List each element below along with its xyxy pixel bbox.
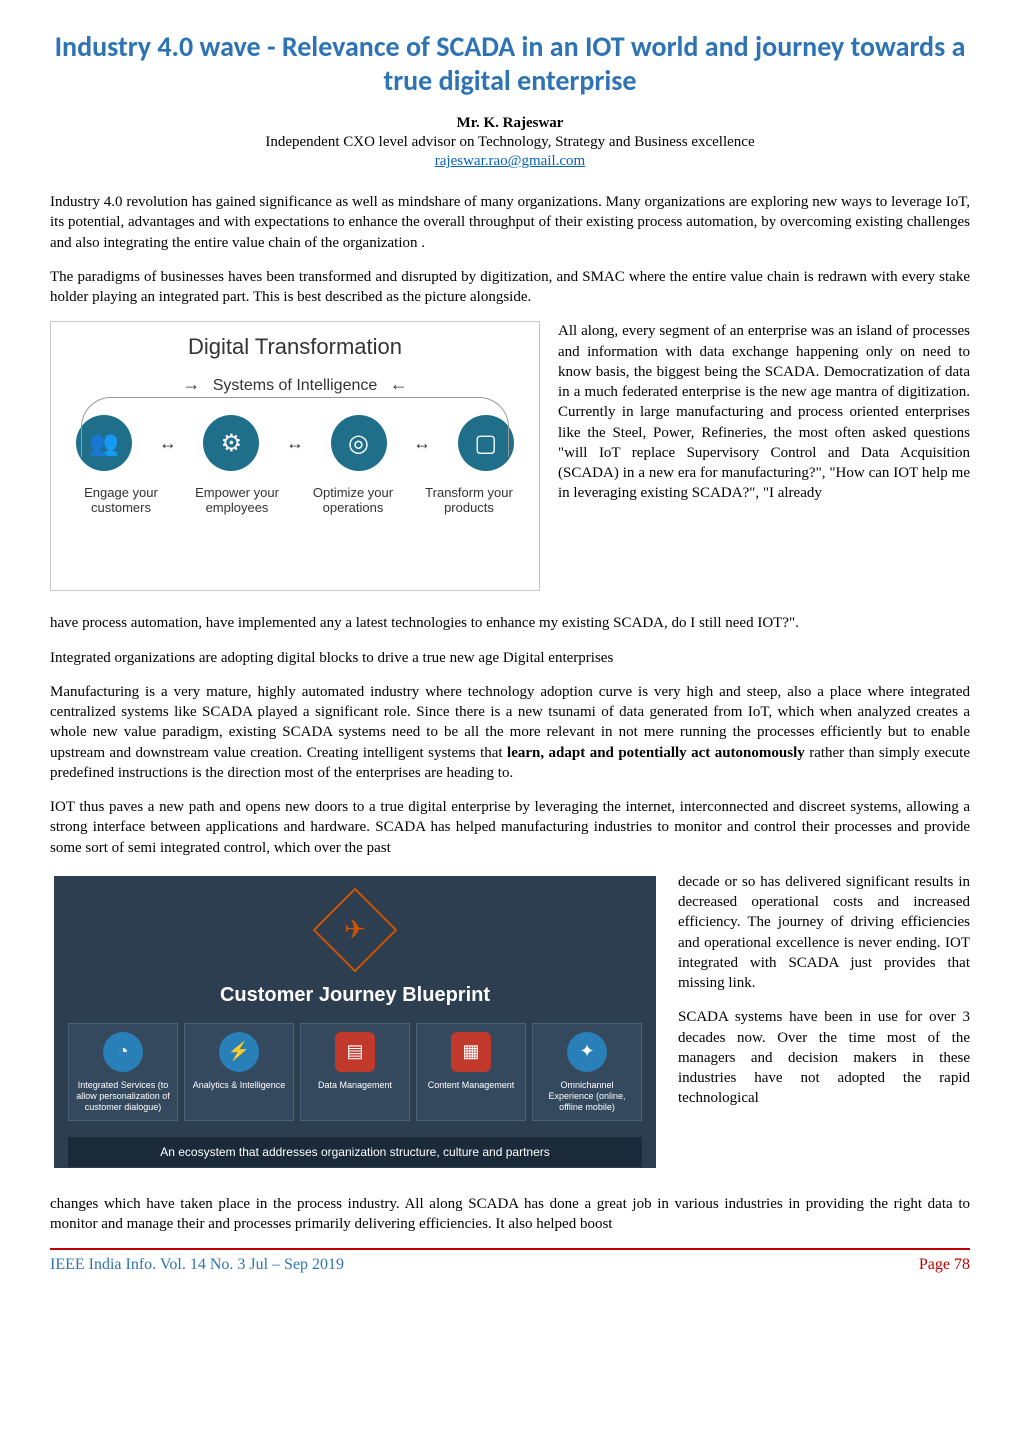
- diagram1-subtitle-text: Systems of Intelligence: [213, 377, 378, 394]
- diagram2-title: Customer Journey Blueprint: [68, 984, 642, 1007]
- diagram1-subtitle: → Systems of Intelligence ←: [63, 374, 527, 395]
- arrow-left-icon: ←: [390, 374, 408, 394]
- diagram1-title: Digital Transformation: [63, 334, 527, 360]
- footer-right: Page 78: [919, 1256, 970, 1274]
- section-diagram1: Digital Transformation → Systems of Inte…: [50, 321, 970, 599]
- diagram2-box-4: ✦ Omnichannel Experience (online, offlin…: [532, 1023, 642, 1121]
- footer-left: IEEE India Info. Vol. 14 No. 3 Jul – Sep…: [50, 1256, 344, 1274]
- author-email[interactable]: rajeswar.rao@gmail.com: [50, 153, 970, 170]
- diagram2-box-4-label: Omnichannel Experience (online, offline …: [537, 1080, 637, 1112]
- diagram2-box-3-label: Content Management: [421, 1080, 521, 1091]
- section-diagram2: ✈ Customer Journey Blueprint ◔ Integrate…: [50, 872, 970, 1180]
- diagram2-box-2-icon: ▤: [335, 1032, 375, 1072]
- diagram1-label-1: Empower your employees: [187, 485, 287, 515]
- diagram2-box-4-icon: ✦: [567, 1032, 607, 1072]
- diagram2-box-row: ◔ Integrated Services (to allow personal…: [68, 1023, 642, 1121]
- diagram2-box-0-label: Integrated Services (to allow personaliz…: [73, 1080, 173, 1112]
- diagram2-box-0: ◔ Integrated Services (to allow personal…: [68, 1023, 178, 1121]
- diagram2-top-icon-box: ✈: [313, 888, 398, 973]
- paragraph-3-cont: have process automation, have implemente…: [50, 613, 970, 633]
- diagram1-label-3: Transform your products: [419, 485, 519, 515]
- diagram2-box-2: ▤ Data Management: [300, 1023, 410, 1121]
- diagram1-label-0: Engage your customers: [71, 485, 171, 515]
- diagram2-box-2-label: Data Management: [305, 1080, 405, 1091]
- plane-icon: ✈: [344, 915, 366, 945]
- diagram2-footer: An ecosystem that addresses organization…: [68, 1137, 642, 1167]
- diagram2-box-0-icon: ◔: [103, 1032, 143, 1072]
- diagram-digital-transformation: Digital Transformation → Systems of Inte…: [50, 321, 540, 591]
- arrow-right-icon: →: [182, 374, 200, 394]
- diagram1-label-2: Optimize your operations: [303, 485, 403, 515]
- page-footer: IEEE India Info. Vol. 14 No. 3 Jul – Sep…: [50, 1248, 970, 1274]
- paragraph-6: IOT thus paves a new path and opens new …: [50, 797, 970, 858]
- paragraph-5: Manufacturing is a very mature, highly a…: [50, 682, 970, 783]
- diagram2-box-1-icon: ⚡: [219, 1032, 259, 1072]
- p5-bold: learn, adapt and potentially act autonom…: [507, 745, 805, 761]
- diagram-customer-journey: ✈ Customer Journey Blueprint ◔ Integrate…: [50, 872, 660, 1172]
- paragraph-4: Integrated organizations are adopting di…: [50, 648, 970, 668]
- diagram1-labels: Engage your customers Empower your emplo…: [63, 485, 527, 515]
- author-name: Mr. K. Rajeswar: [50, 115, 970, 132]
- diagram2-box-3-icon: ▦: [451, 1032, 491, 1072]
- diagram2-box-1: ⚡ Analytics & Intelligence: [184, 1023, 294, 1121]
- document-title: Industry 4.0 wave - Relevance of SCADA i…: [50, 30, 970, 97]
- diagram2-box-1-label: Analytics & Intelligence: [189, 1080, 289, 1091]
- paragraph-8-cont: changes which have taken place in the pr…: [50, 1194, 970, 1235]
- diagram2-box-3: ▦ Content Management: [416, 1023, 526, 1121]
- author-desc: Independent CXO level advisor on Technol…: [50, 134, 970, 151]
- diagram1-connector-arc: [81, 397, 509, 457]
- paragraph-1: Industry 4.0 revolution has gained signi…: [50, 192, 970, 253]
- paragraph-2: The paradigms of businesses haves been t…: [50, 267, 970, 308]
